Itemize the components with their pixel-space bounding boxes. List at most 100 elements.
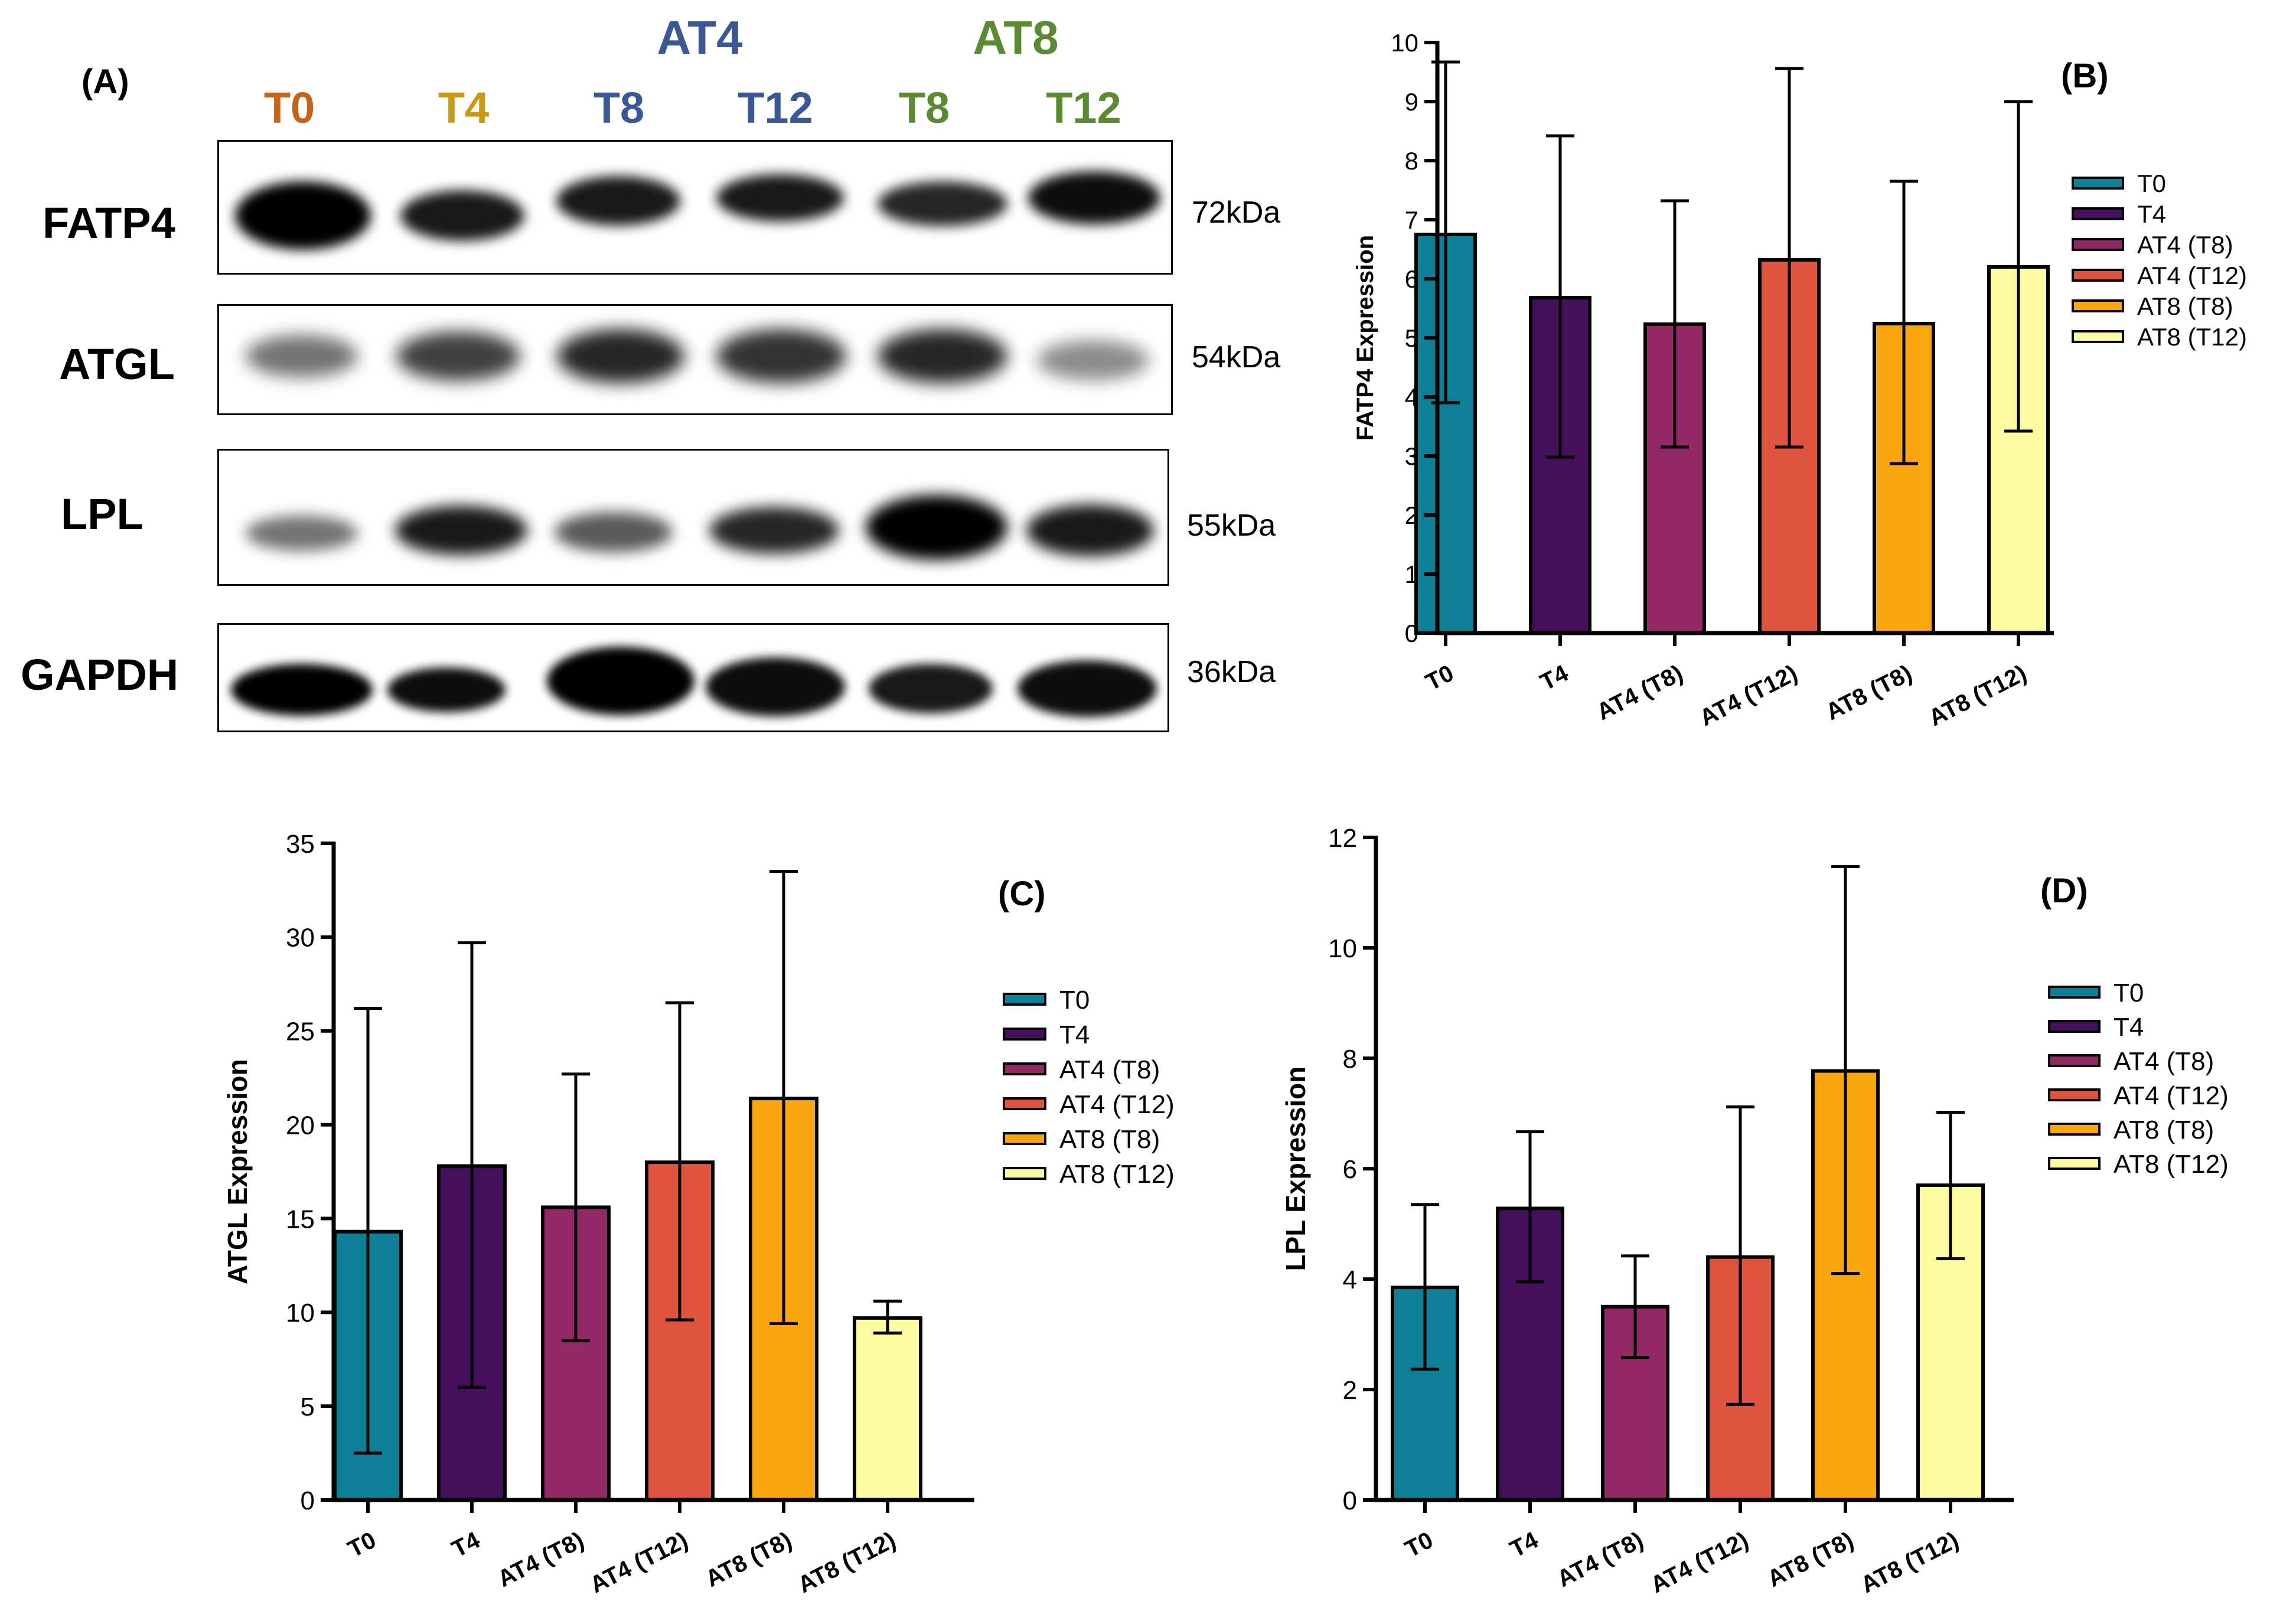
lpl-y-tick-label: 10 bbox=[1328, 934, 1357, 963]
fatp4-y-tick-label: 7 bbox=[1405, 206, 1418, 234]
fatp4-legend-label-at8-t8: AT8 (T8) bbox=[2137, 292, 2233, 320]
lpl-legend-swatch-t0 bbox=[2048, 986, 2101, 999]
lpl-y-tick-label: 8 bbox=[1343, 1045, 1357, 1074]
group-label-at8: AT8 bbox=[973, 11, 1059, 64]
fatp4-bar-at4-t8 bbox=[1643, 322, 1706, 635]
protein-label-gapdh: GAPDH bbox=[21, 650, 179, 699]
lane-label-at4-t8: T8 bbox=[593, 83, 645, 132]
band-fatp4-t4 bbox=[400, 190, 524, 241]
group-label-at4: AT4 bbox=[657, 11, 743, 64]
atgl-legend-swatch-t0 bbox=[1003, 993, 1046, 1006]
band-atgl-at8-t8 bbox=[878, 329, 1007, 383]
band-lpl-at8-t12 bbox=[1026, 504, 1154, 556]
blot-bands-fatp4 bbox=[235, 171, 1160, 250]
band-fatp4-at8-t8 bbox=[878, 181, 1007, 226]
lpl-y-tick-label: 12 bbox=[1328, 824, 1357, 853]
lpl-y-axis-label: LPL Expression bbox=[1280, 1067, 1311, 1271]
band-atgl-t0 bbox=[246, 335, 358, 377]
blot-strip-atgl bbox=[217, 304, 1173, 415]
lpl-x-tick-label-at4-t12: AT4 (T12) bbox=[1646, 1527, 1753, 1599]
lpl-legend-swatch-at4-t12 bbox=[2048, 1088, 2101, 1101]
atgl-y-tick-label: 30 bbox=[286, 924, 315, 953]
atgl-legend-label-at4-t8: AT4 (T8) bbox=[1059, 1055, 1160, 1084]
lpl-legend-label-at8-t8: AT8 (T8) bbox=[2114, 1116, 2214, 1144]
lpl-x-tick-label-t0: T0 bbox=[1401, 1527, 1437, 1563]
fatp4-y-tick-label: 1 bbox=[1405, 560, 1418, 588]
atgl-legend-label-at4-t12: AT4 (T12) bbox=[1059, 1090, 1175, 1119]
lpl-y-tick-label: 4 bbox=[1343, 1266, 1357, 1294]
atgl-y-tick-label: 15 bbox=[286, 1205, 315, 1234]
fatp4-legend-swatch-t0 bbox=[2072, 177, 2124, 190]
kda-label-gapdh: 36kDa bbox=[1187, 655, 1276, 689]
atgl-y-tick-label: 25 bbox=[286, 1018, 315, 1046]
protein-label-lpl: LPL bbox=[61, 490, 143, 539]
atgl-legend-swatch-at4-t12 bbox=[1003, 1097, 1046, 1110]
fatp4-panel-label: (B) bbox=[2061, 57, 2109, 95]
lpl-x-tick-label-at4-t8: AT4 (T8) bbox=[1553, 1527, 1648, 1592]
atgl-y-tick-label: 0 bbox=[301, 1486, 315, 1515]
band-fatp4-at4-t12 bbox=[716, 174, 844, 221]
band-gapdh-t0 bbox=[231, 664, 373, 716]
fatp4-y-tick-label: 3 bbox=[1405, 442, 1418, 470]
blot-strip-lpl bbox=[217, 449, 1169, 586]
fatp4-y-axis-label: FATP4 Expression bbox=[1352, 235, 1378, 441]
atgl-y-tick-label: 20 bbox=[286, 1111, 315, 1140]
atgl-y-axis-label: ATGL Expression bbox=[222, 1059, 253, 1284]
kda-label-lpl: 55kDa bbox=[1187, 508, 1276, 543]
fatp4-y-tick-label: 8 bbox=[1405, 147, 1418, 175]
fatp4-y-tick-label: 6 bbox=[1405, 265, 1418, 293]
lpl-legend-swatch-t4 bbox=[2048, 1020, 2101, 1033]
lpl-legend-swatch-at8-t12 bbox=[2048, 1157, 2101, 1170]
blot-bands-atgl bbox=[246, 329, 1149, 383]
kda-label-atgl: 54kDa bbox=[1192, 340, 1281, 374]
atgl-legend-label-at8-t12: AT8 (T12) bbox=[1059, 1160, 1175, 1189]
atgl-y-tick-label: 35 bbox=[286, 830, 315, 859]
atgl-legend-label-at8-t8: AT8 (T8) bbox=[1059, 1125, 1160, 1154]
lane-label-at4-t12: T12 bbox=[738, 83, 813, 132]
lpl-legend-label-at4-t8: AT4 (T8) bbox=[2114, 1047, 2214, 1076]
atgl-panel-label: (C) bbox=[998, 875, 1046, 913]
atgl-legend-label-t4: T4 bbox=[1059, 1020, 1090, 1049]
band-lpl-at8-t8 bbox=[866, 495, 1007, 560]
fatp4-legend-swatch-at8-t12 bbox=[2072, 330, 2124, 343]
fatp4-legend-label-at8-t12: AT8 (T12) bbox=[2137, 323, 2247, 351]
fatp4-y-tick-label: 0 bbox=[1405, 619, 1418, 647]
blot-strip-gapdh bbox=[217, 623, 1169, 732]
atgl-y-tick-label: 5 bbox=[301, 1393, 315, 1421]
fatp4-y-tick-label: 4 bbox=[1405, 383, 1418, 411]
lane-label-at8-t12: T12 bbox=[1046, 83, 1121, 132]
band-lpl-at4-t8 bbox=[555, 512, 673, 552]
atgl-legend-label-t0: T0 bbox=[1059, 986, 1090, 1015]
lane-label-at8-t8: T8 bbox=[898, 83, 950, 132]
lane-label-t4: T4 bbox=[438, 83, 490, 132]
lpl-y-tick-label: 2 bbox=[1343, 1376, 1357, 1405]
band-lpl-t4 bbox=[395, 506, 527, 555]
lpl-legend-label-t0: T0 bbox=[2114, 979, 2144, 1007]
fatp4-legend-swatch-t4 bbox=[2072, 207, 2124, 220]
band-gapdh-at8-t12 bbox=[1017, 660, 1157, 717]
lpl-y-tick-label: 0 bbox=[1343, 1486, 1357, 1515]
fatp4-legend-swatch-at4-t12 bbox=[2072, 269, 2124, 282]
atgl-legend-swatch-at8-t12 bbox=[1003, 1167, 1046, 1180]
lpl-legend-swatch-at8-t8 bbox=[2048, 1123, 2101, 1136]
band-atgl-t4 bbox=[396, 331, 520, 381]
blot-bands-lpl bbox=[246, 495, 1154, 560]
band-gapdh-at4-t8 bbox=[547, 647, 694, 715]
band-fatp4-at4-t8 bbox=[556, 176, 680, 226]
band-atgl-at8-t12 bbox=[1037, 340, 1149, 380]
fatp4-legend-swatch-at4-t8 bbox=[2072, 238, 2124, 251]
lane-label-t0: T0 bbox=[263, 83, 315, 132]
kda-label-fatp4: 72kDa bbox=[1192, 195, 1281, 230]
band-atgl-at4-t8 bbox=[557, 329, 684, 383]
band-fatp4-at8-t12 bbox=[1028, 171, 1160, 224]
lpl-legend-label-t4: T4 bbox=[2114, 1013, 2144, 1042]
atgl-y-tick-label: 10 bbox=[286, 1299, 315, 1328]
lpl-legend-label-at4-t12: AT4 (T12) bbox=[2114, 1081, 2229, 1110]
atgl-bar-at8-t12 bbox=[853, 1316, 922, 1502]
fatp4-legend-label-at4-t12: AT4 (T12) bbox=[2137, 262, 2247, 289]
fatp4-legend-label-t0: T0 bbox=[2137, 169, 2166, 197]
fatp4-y-tick-label: 2 bbox=[1405, 501, 1418, 529]
